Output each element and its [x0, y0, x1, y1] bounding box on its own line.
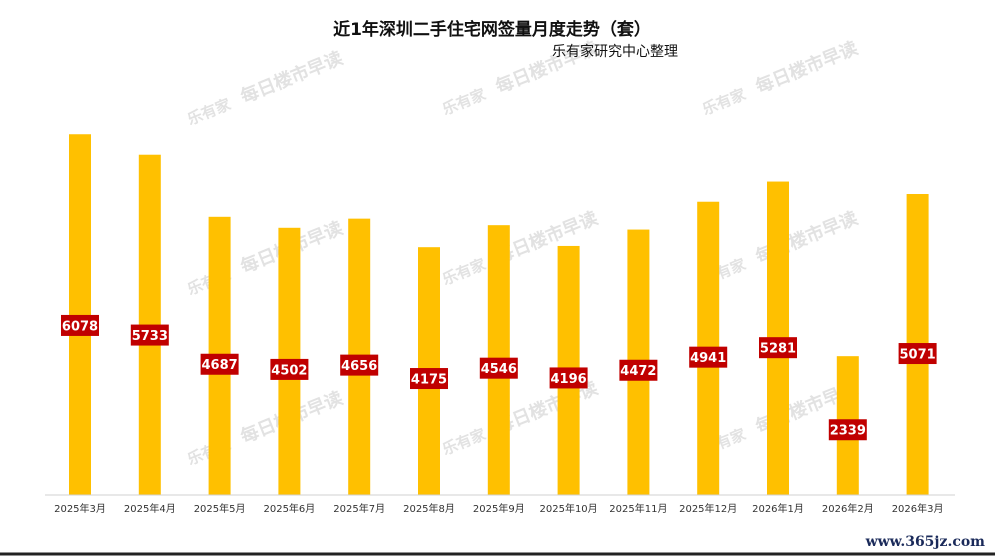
x-tick-label: 2025年9月 [473, 502, 525, 515]
x-tick-label: 2026年1月 [752, 502, 804, 515]
data-label-box [689, 346, 728, 368]
data-label-box [130, 324, 169, 346]
data-label-box [61, 314, 99, 336]
data-label: 4546 [481, 362, 517, 377]
x-tick-label: 2025年8月 [403, 502, 455, 515]
data-label-box [200, 353, 239, 375]
data-label: 6078 [62, 319, 98, 334]
x-tick-label: 2025年10月 [540, 502, 598, 515]
data-label: 4656 [341, 359, 377, 374]
watermark-brand: 乐有家 [440, 425, 488, 459]
data-label-box [619, 359, 658, 381]
x-axis-ticks: 2025年3月 2025年4月 2025年5月 2025年6月 2025年7月 2025年… [54, 502, 943, 515]
data-label: 5733 [132, 329, 168, 344]
data-label-box [410, 368, 448, 390]
watermark-brand: 乐有家 [700, 85, 748, 119]
watermark-brand: 乐有家 [185, 95, 233, 129]
data-label-box [898, 343, 937, 365]
chart-subtitle: 乐有家研究中心整理 [552, 43, 678, 60]
x-tick-label: 2025年7月 [333, 502, 385, 515]
data-label-box [340, 354, 379, 376]
data-label-box [759, 337, 797, 359]
bars-group [69, 134, 929, 496]
data-label: 4472 [620, 364, 656, 379]
data-label: 2339 [830, 424, 866, 439]
x-tick-label: 2025年6月 [263, 502, 315, 515]
watermark-slogan: 每日楼市早读 [752, 37, 860, 98]
data-label-box [828, 419, 867, 441]
watermark-slogan: 每日楼市早读 [237, 47, 345, 108]
data-label: 4175 [411, 373, 447, 388]
footer-site-text: www.365jz.com [865, 534, 986, 550]
data-label-box [549, 367, 588, 389]
data-label: 4941 [690, 351, 726, 366]
data-label: 5281 [760, 342, 796, 357]
bar [69, 134, 91, 496]
x-tick-label: 2026年3月 [892, 502, 944, 515]
watermark-brand: 乐有家 [440, 255, 488, 289]
x-tick-label: 2025年12月 [679, 502, 737, 515]
data-label: 4196 [551, 372, 587, 387]
x-tick-label: 2025年11月 [609, 502, 667, 515]
data-label: 4502 [271, 363, 307, 378]
x-tick-label: 2025年3月 [54, 502, 106, 515]
data-label: 4687 [202, 358, 238, 373]
data-labels: 6078 5733 4687 4502 4656 4175 4546 4196 4472 4941… [61, 314, 937, 441]
watermark-brand: 乐有家 [440, 85, 488, 119]
x-tick-label: 2026年2月 [822, 502, 874, 515]
data-label: 5071 [900, 348, 936, 363]
x-tick-label: 2025年5月 [194, 502, 246, 515]
chart-title: 近1年深圳二手住宅网签量月度走势（套） [333, 19, 651, 40]
data-label-box [270, 358, 309, 380]
data-label-box [479, 357, 518, 379]
x-tick-label: 2025年4月 [124, 502, 176, 515]
